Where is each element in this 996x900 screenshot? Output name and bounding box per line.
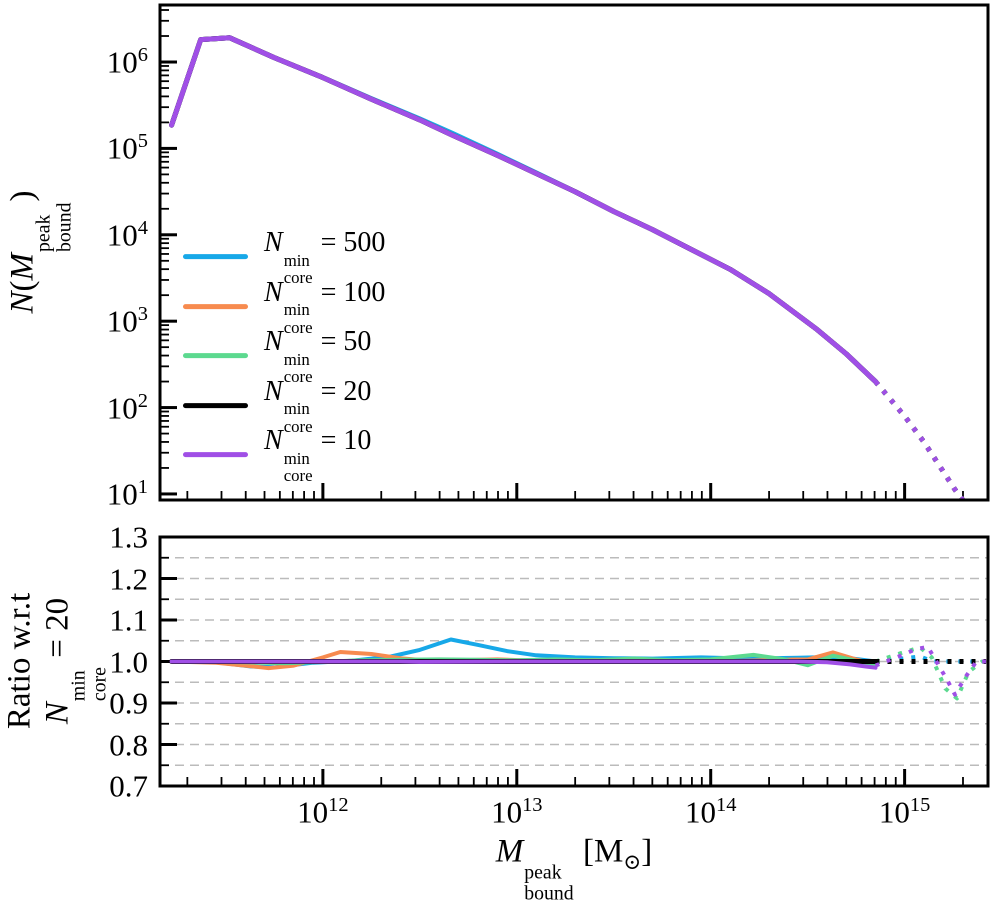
ratio-tick-label: 1.0	[109, 644, 148, 679]
x-tick-exponent: 15	[909, 794, 931, 817]
ylabel-sub: bound	[53, 202, 76, 252]
massfunc-dotted-purple	[873, 379, 965, 500]
xlabel-close-bracket: ]	[641, 833, 653, 870]
x-tick-label: 1014	[684, 794, 737, 830]
ratio-line-purple	[169, 659, 878, 670]
ratio-ylabel-eq: = 20	[39, 597, 76, 667]
top-y-axis-label: N(M peak bound)	[5, 191, 76, 314]
x-tick-exponent: 13	[522, 794, 543, 817]
massfunc-dotted-orange	[873, 379, 965, 500]
ratio-panel-frame	[158, 535, 990, 788]
xlabel-M: M	[495, 833, 524, 870]
y-tick-exponent: 6	[137, 44, 148, 67]
xlabel-unit: M	[593, 833, 624, 870]
ratio-tick-label: 1.3	[109, 519, 148, 555]
ratio-ylabel-sup: min	[67, 670, 90, 702]
massfunc-line-blue	[169, 35, 878, 385]
massfunc-line-purple	[169, 35, 878, 385]
ratio-ylabel-N: N	[39, 702, 76, 725]
ylabel-sup: peak	[32, 214, 55, 252]
ratio-tick-label: 1.1	[109, 602, 148, 638]
ratio-ylabel-supsub: min core	[67, 667, 111, 702]
ylabel-supsub: peak bound	[32, 202, 76, 252]
ratio-tick-label: 0.8	[109, 727, 148, 762]
y-tick-exponent: 3	[137, 303, 148, 326]
xlabel-sup: peak	[524, 861, 562, 884]
massfunc-line-black	[169, 35, 878, 385]
y-tick-exponent: 1	[137, 476, 148, 499]
ratio-dotted-green	[874, 645, 987, 701]
ylabel-open-paren: (	[4, 280, 41, 292]
massfunc-line-orange	[169, 35, 878, 385]
x-tick-label: 1013	[491, 794, 543, 830]
y-tick-label: 106	[106, 44, 148, 80]
top-panel-frame	[158, 3, 990, 502]
y-tick-label: 103	[106, 303, 148, 339]
massfunc-dotted-blue	[873, 379, 965, 500]
ratio-tick-label: 0.7	[109, 768, 148, 804]
ylabel-close-paren: )	[4, 190, 41, 202]
xlabel-sub: bound	[524, 882, 574, 900]
ylabel-M: M	[4, 252, 41, 281]
y-tick-exponent: 2	[137, 389, 148, 412]
y-tick-label: 105	[106, 130, 148, 166]
massfunc-dotted-black	[873, 379, 965, 500]
massfunc-line-green	[169, 35, 878, 385]
x-tick-label: 1015	[878, 794, 931, 830]
ratio-tick-label: 0.9	[109, 685, 148, 721]
y-tick-label: 102	[106, 389, 148, 426]
ratio-tick-label: 1.2	[109, 561, 148, 596]
ratio-dotted-purple	[874, 645, 987, 697]
xlabel-open-bracket: [	[574, 833, 594, 870]
xlabel-supsub: peak bound	[524, 863, 573, 900]
y-tick-label: 101	[106, 476, 148, 512]
y-tick-exponent: 4	[137, 216, 148, 239]
massfunc-dotted-green	[873, 379, 965, 500]
y-tick-exponent: 5	[137, 130, 148, 153]
y-tick-label: 104	[106, 216, 148, 253]
x-tick-exponent: 14	[715, 794, 737, 817]
x-tick-label: 1012	[297, 794, 349, 830]
xlabel-sun-symbol: ⊙	[623, 850, 642, 875]
ratio-ylabel-line1: Ratio w.r.t	[1, 592, 38, 730]
x-tick-exponent: 12	[328, 794, 349, 817]
ratio-ylabel-sub: core	[88, 667, 111, 702]
ylabel-N: N	[4, 291, 41, 314]
